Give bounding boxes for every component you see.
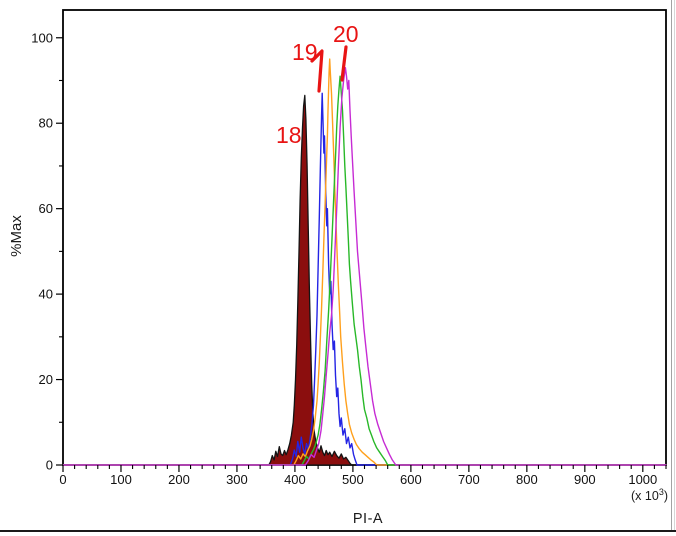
- x-axis-multiplier-suffix: ): [663, 489, 668, 504]
- x-axis-tick-label: 100: [110, 472, 132, 487]
- x-axis-tick-label: 1000: [628, 472, 657, 487]
- y-axis-tick-label: 60: [39, 201, 53, 216]
- y-axis-tick-label: 80: [39, 116, 53, 131]
- y-axis-title: %Max: [8, 215, 25, 257]
- x-axis-tick-label: 500: [342, 472, 364, 487]
- annotation-label-18: 18: [276, 122, 302, 148]
- x-axis-tick-label: 200: [168, 472, 190, 487]
- x-axis-multiplier: (x 103): [598, 487, 668, 503]
- window-separator-line: [0, 530, 676, 532]
- x-axis-tick-label: 600: [400, 472, 422, 487]
- y-axis-tick-label: 0: [46, 458, 53, 473]
- x-axis-tick-label: 400: [284, 472, 306, 487]
- x-axis-tick-label: 700: [458, 472, 480, 487]
- x-axis-tick-label: 300: [226, 472, 248, 487]
- window-right-edge-highlight: [674, 0, 675, 530]
- series-sample-green-curve: [62, 75, 667, 466]
- y-axis-tick-label: 100: [31, 30, 53, 45]
- y-axis-tick-label: 20: [39, 372, 53, 387]
- x-axis-tick-label: 900: [574, 472, 596, 487]
- window-right-edge-line: [671, 0, 672, 530]
- x-axis-multiplier-prefix: (x 10: [631, 489, 659, 504]
- series-sample-orange-curve: [62, 58, 667, 466]
- x-axis-tick-label: 800: [516, 472, 538, 487]
- annotation-label-19: 19: [292, 39, 318, 65]
- x-axis-title: PI-A: [352, 511, 384, 527]
- y-axis-tick-label: 40: [39, 287, 53, 302]
- series-sample-19-blue-curve: [62, 92, 667, 466]
- plot-border: [62, 9, 667, 466]
- annotation-arrow-19: [310, 49, 324, 93]
- annotation-arrow-20: [340, 45, 348, 82]
- series-sample-20-magenta-curve: [62, 66, 667, 466]
- series-sample-18-black-filled-curve: [62, 94, 667, 466]
- x-axis-tick-label: 0: [59, 472, 66, 487]
- x-axis-multiplier-exponent: 3: [658, 487, 664, 497]
- annotation-label-20: 20: [333, 21, 359, 47]
